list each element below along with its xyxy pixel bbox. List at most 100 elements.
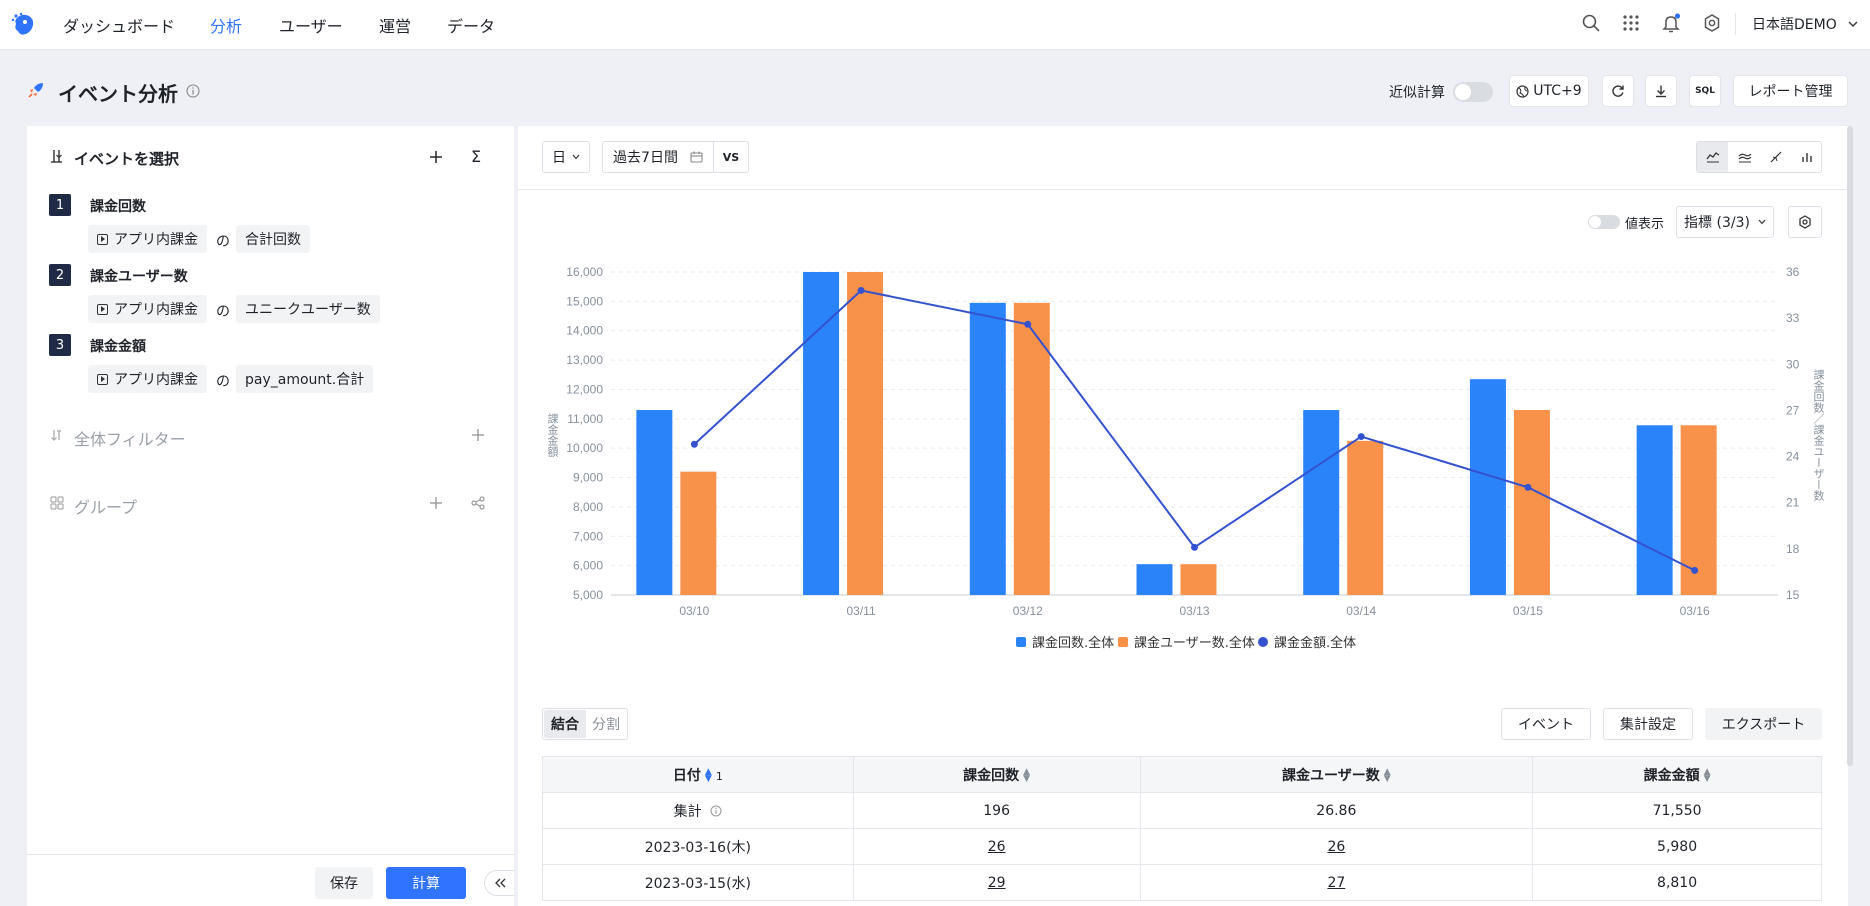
nav-operations[interactable]: 運営	[379, 17, 412, 36]
aggregation-settings-button[interactable]: 集計設定	[1603, 708, 1693, 740]
tab-split[interactable]: 分割	[592, 717, 620, 733]
calculate-button[interactable]: 計算	[386, 867, 466, 899]
report-management-button[interactable]: レポート管理	[1733, 75, 1848, 107]
apps-grid-icon[interactable]	[1621, 13, 1641, 33]
area-chart-tab[interactable]	[1729, 142, 1760, 172]
table-cell: 8,810	[1532, 864, 1822, 901]
event-chip-label: アプリ内課金	[114, 302, 198, 318]
event-section-title: イベントを選択	[74, 150, 180, 168]
aggregation-chip[interactable]: pay_amount.合計	[236, 365, 374, 393]
x-tick-label: 03/14	[1346, 604, 1376, 618]
export-button[interactable]: エクスポート	[1705, 708, 1822, 740]
legend-item-pay-amount[interactable]: 課金金額.全体	[1258, 632, 1356, 651]
table-row: 2023-03-15(水) 29 27 8,810	[542, 864, 1822, 901]
value-display-toggle[interactable]	[1588, 215, 1620, 229]
line-chart-tab[interactable]	[1697, 142, 1728, 172]
tab-merge[interactable]: 結合	[544, 710, 586, 738]
share-node-icon[interactable]	[471, 496, 485, 510]
y2-tick-label: 24	[1786, 450, 1800, 464]
vertical-scrollbar[interactable]	[1847, 126, 1853, 766]
column-header-date[interactable]: 日付 ▲ ▼ 1	[542, 756, 854, 793]
y2-tick-label: 15	[1786, 588, 1800, 602]
global-filter-label[interactable]: 全体フィルター	[74, 430, 186, 449]
save-button[interactable]: 保存	[315, 867, 373, 899]
bar-pay-count	[636, 410, 673, 595]
drilldown-link[interactable]: 27	[1327, 874, 1346, 891]
add-event-plus-icon[interactable]	[429, 150, 443, 164]
search-icon[interactable]	[1581, 13, 1601, 33]
bell-icon[interactable]	[1661, 13, 1681, 33]
legend-swatch	[1016, 636, 1026, 647]
value-display-label: 値表示	[1625, 217, 1665, 232]
project-switcher[interactable]: 日本語DEMO	[1752, 17, 1837, 33]
bar-pay-users	[1513, 410, 1550, 595]
table-cell: 2023-03-15(水)	[542, 864, 854, 901]
drilldown-link[interactable]: 26	[1327, 838, 1346, 855]
group-label[interactable]: グループ	[74, 498, 138, 517]
legend-item-pay-count[interactable]: 課金回数.全体	[1016, 632, 1114, 651]
sql-button[interactable]: SQL	[1689, 75, 1721, 107]
line-point	[1357, 433, 1365, 441]
nav-users[interactable]: ユーザー	[279, 17, 343, 36]
chart-settings-button[interactable]	[1788, 206, 1822, 238]
bar-pay-count	[1469, 379, 1506, 595]
bar-pay-count	[1136, 564, 1173, 595]
table-cell: 26	[852, 828, 1141, 865]
column-header-pay-count[interactable]: 課金回数 ▲ ▼	[852, 756, 1141, 793]
refresh-button[interactable]	[1602, 75, 1634, 107]
sort-arrows-icon[interactable]: ▲ ▼	[1023, 766, 1031, 784]
legend-swatch	[1258, 636, 1268, 647]
settings-gear-icon[interactable]	[1702, 13, 1722, 33]
chevron-down-icon[interactable]	[1848, 20, 1858, 28]
trend-chart-tab[interactable]	[1760, 142, 1791, 172]
sort-arrows-icon[interactable]: ▲ ▼	[1703, 766, 1711, 784]
collapse-panel-button[interactable]	[484, 870, 514, 896]
date-range-picker[interactable]: 過去7日間	[602, 141, 714, 173]
legend-item-pay-users[interactable]: 課金ユーザー数.全体	[1118, 632, 1255, 651]
connector-text: の	[216, 234, 230, 250]
column-header-pay-amount[interactable]: 課金金額 ▲ ▼	[1532, 756, 1822, 793]
legend-label: 課金回数.全体	[1032, 636, 1115, 651]
metric-name[interactable]: 課金金額	[90, 339, 146, 355]
column-header-pay-users[interactable]: 課金ユーザー数 ▲ ▼	[1139, 756, 1534, 793]
bar-pay-users	[1180, 564, 1217, 595]
info-icon[interactable]	[710, 805, 722, 817]
sort-arrows-icon[interactable]: ▲ ▼	[704, 766, 712, 784]
event-button[interactable]: イベント	[1501, 708, 1591, 740]
add-group-plus-icon[interactable]	[430, 497, 442, 509]
total-label: 集計	[673, 803, 702, 820]
formula-sigma-icon[interactable]: Σ	[471, 147, 482, 166]
approx-calc-toggle[interactable]	[1453, 82, 1493, 102]
drilldown-link[interactable]: 26	[987, 838, 1006, 855]
y-tick-label: 14,000	[566, 324, 603, 338]
bar-chart-tab[interactable]	[1791, 142, 1822, 172]
connector-text: の	[216, 374, 230, 390]
event-chip[interactable]: アプリ内課金	[88, 295, 207, 323]
compare-vs-button[interactable]: VS	[713, 141, 749, 173]
nav-dashboard[interactable]: ダッシュボード	[63, 17, 176, 36]
download-icon	[1656, 85, 1666, 98]
event-chip[interactable]: アプリ内課金	[88, 365, 207, 393]
sort-arrows-icon[interactable]: ▲ ▼	[1383, 766, 1391, 784]
aggregation-chip[interactable]: ユニークユーザー数	[236, 295, 380, 323]
legend-label: 課金金額.全体	[1274, 636, 1357, 651]
date-range-label: 過去7日間	[613, 150, 678, 166]
brand-logo-icon[interactable]	[10, 11, 36, 37]
metric-name[interactable]: 課金回数	[90, 199, 146, 215]
drilldown-link[interactable]: 29	[987, 874, 1006, 891]
add-filter-plus-icon[interactable]	[472, 429, 484, 441]
event-chip[interactable]: アプリ内課金	[88, 225, 207, 253]
metrics-select[interactable]: 指標 (3/3)	[1676, 206, 1774, 238]
table-cell: 集計	[542, 792, 854, 829]
aggregation-chip[interactable]: 合計回数	[236, 225, 310, 253]
nav-analysis[interactable]: 分析	[210, 17, 243, 36]
line-point	[690, 440, 698, 448]
table-cell: 29	[852, 864, 1141, 901]
info-icon[interactable]	[186, 84, 200, 98]
y2-tick-label: 21	[1786, 496, 1800, 510]
timezone-button[interactable]: UTC+9	[1509, 75, 1589, 107]
nav-data[interactable]: データ	[447, 17, 496, 36]
download-button[interactable]	[1645, 75, 1677, 107]
granularity-select[interactable]: 日	[542, 141, 590, 173]
metric-name[interactable]: 課金ユーザー数	[90, 269, 188, 285]
